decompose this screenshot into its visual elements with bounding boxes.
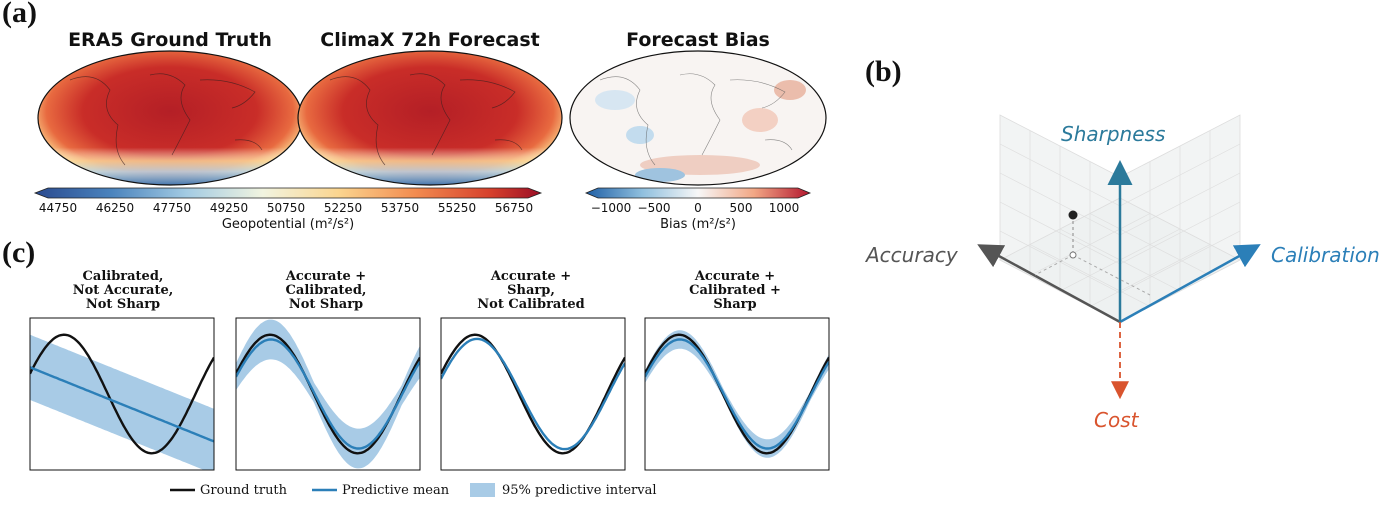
predictive-mean-line bbox=[236, 338, 420, 450]
title-line: Calibrated, bbox=[82, 269, 164, 284]
geo-tick: 47750 bbox=[152, 201, 192, 215]
interval-band bbox=[645, 330, 829, 458]
ground-truth-line bbox=[645, 333, 829, 455]
subplot-frame bbox=[644, 317, 830, 471]
title-line: Accurate + bbox=[285, 269, 367, 284]
geopotential-colorbar bbox=[33, 187, 543, 199]
map-title-ground-truth: ERA5 Ground Truth bbox=[68, 29, 272, 51]
title-line: Sharp bbox=[713, 297, 757, 312]
legend-interval-swatch bbox=[470, 483, 495, 497]
map-title-bias: Forecast Bias bbox=[626, 29, 770, 51]
subplot-title-1: Calibrated, Not Accurate, Not Sharp bbox=[28, 270, 218, 312]
bias-tick: 1000 bbox=[768, 201, 800, 215]
example-point bbox=[1034, 210, 1151, 296]
subplot-3 bbox=[440, 317, 626, 471]
trade-off-diagram bbox=[977, 114, 1261, 400]
axis-label-cost: Cost bbox=[1094, 408, 1139, 432]
bias-tick: −500 bbox=[637, 201, 671, 215]
bias-tick: −1000 bbox=[590, 201, 632, 215]
legend-interval: 95% predictive interval bbox=[502, 483, 656, 498]
title-line: Not Calibrated bbox=[477, 297, 585, 312]
interval-band bbox=[236, 319, 420, 469]
axis-label-calibration: Calibration bbox=[1271, 243, 1380, 267]
calibration-axis bbox=[1119, 244, 1261, 324]
bias-tick: 500 bbox=[729, 201, 753, 215]
map-forecast bbox=[297, 50, 563, 186]
geo-tick: 50750 bbox=[266, 201, 306, 215]
title-line: Accurate + bbox=[490, 269, 572, 284]
title-line: Not Accurate, bbox=[72, 283, 174, 298]
geo-colorbar-label: Geopotential (m²/s²) bbox=[221, 217, 355, 232]
subplot-frame bbox=[235, 317, 421, 471]
geo-tick: 52250 bbox=[323, 201, 363, 215]
predictive-mean-line bbox=[441, 337, 625, 451]
interval-band bbox=[30, 334, 214, 470]
subplot-4 bbox=[644, 317, 830, 471]
map-title-forecast: ClimaX 72h Forecast bbox=[320, 29, 540, 51]
accuracy-axis bbox=[977, 244, 1121, 324]
ground-truth-line bbox=[441, 333, 625, 455]
bias-colorbar-label: Bias (m²/s²) bbox=[660, 217, 736, 232]
geo-tick: 56750 bbox=[494, 201, 534, 215]
panel-label-c: (c) bbox=[2, 236, 36, 269]
title-line: Not Sharp bbox=[85, 297, 161, 312]
grid-planes bbox=[999, 114, 1241, 323]
subplot-title-2: Accurate + Calibrated, Not Sharp bbox=[231, 270, 421, 312]
subplot-frame bbox=[440, 317, 626, 471]
title-line: Calibrated + bbox=[689, 283, 781, 298]
legend-predictive-mean: Predictive mean bbox=[342, 483, 450, 498]
map-bias bbox=[569, 50, 827, 186]
bias-colorbar bbox=[584, 187, 812, 199]
subplot-2 bbox=[235, 317, 421, 471]
panel-label-a: (a) bbox=[2, 0, 37, 29]
subplot-1 bbox=[29, 317, 215, 471]
axis-label-accuracy: Accuracy bbox=[866, 243, 958, 267]
axis-label-sharpness: Sharpness bbox=[1061, 122, 1166, 146]
legend: Ground truth Predictive mean 95% predict… bbox=[170, 483, 656, 498]
title-line: Accurate + bbox=[694, 269, 776, 284]
geo-tick: 46250 bbox=[95, 201, 135, 215]
ground-truth-line bbox=[30, 333, 214, 455]
map-ground-truth bbox=[37, 50, 303, 186]
legend-ground-truth: Ground truth bbox=[200, 483, 288, 498]
subplot-title-4: Accurate + Calibrated + Sharp bbox=[640, 270, 830, 312]
title-line: Sharp, bbox=[507, 283, 555, 298]
subplot-title-3: Accurate + Sharp, Not Calibrated bbox=[436, 270, 626, 312]
uncertainty-subplots: Ground truth Predictive mean 95% predict… bbox=[29, 317, 830, 498]
geo-tick: 53750 bbox=[380, 201, 420, 215]
bias-tick: 0 bbox=[694, 201, 702, 215]
title-line: Calibrated, bbox=[285, 283, 367, 298]
panel-label-b: (b) bbox=[865, 55, 902, 88]
geo-tick: 49250 bbox=[209, 201, 249, 215]
subplot-frame bbox=[29, 317, 215, 471]
geo-tick: 44750 bbox=[38, 201, 78, 215]
predictive-mean-line bbox=[645, 338, 829, 450]
geo-tick: 55250 bbox=[437, 201, 477, 215]
maps-figure bbox=[33, 50, 827, 199]
predictive-mean-line bbox=[30, 366, 214, 443]
title-line: Not Sharp bbox=[288, 297, 364, 312]
